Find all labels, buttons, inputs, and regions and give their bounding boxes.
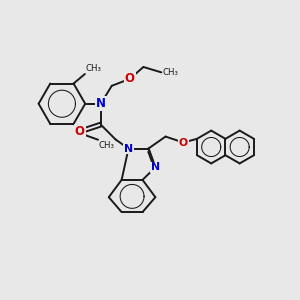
- Text: CH₃: CH₃: [99, 141, 115, 150]
- Text: N: N: [124, 143, 133, 154]
- Text: CH₃: CH₃: [163, 68, 178, 77]
- Text: O: O: [125, 72, 135, 86]
- Text: CH₃: CH₃: [86, 64, 102, 73]
- Text: N: N: [96, 97, 106, 110]
- Text: O: O: [179, 137, 188, 148]
- Text: O: O: [75, 125, 85, 138]
- Text: N: N: [151, 162, 160, 172]
